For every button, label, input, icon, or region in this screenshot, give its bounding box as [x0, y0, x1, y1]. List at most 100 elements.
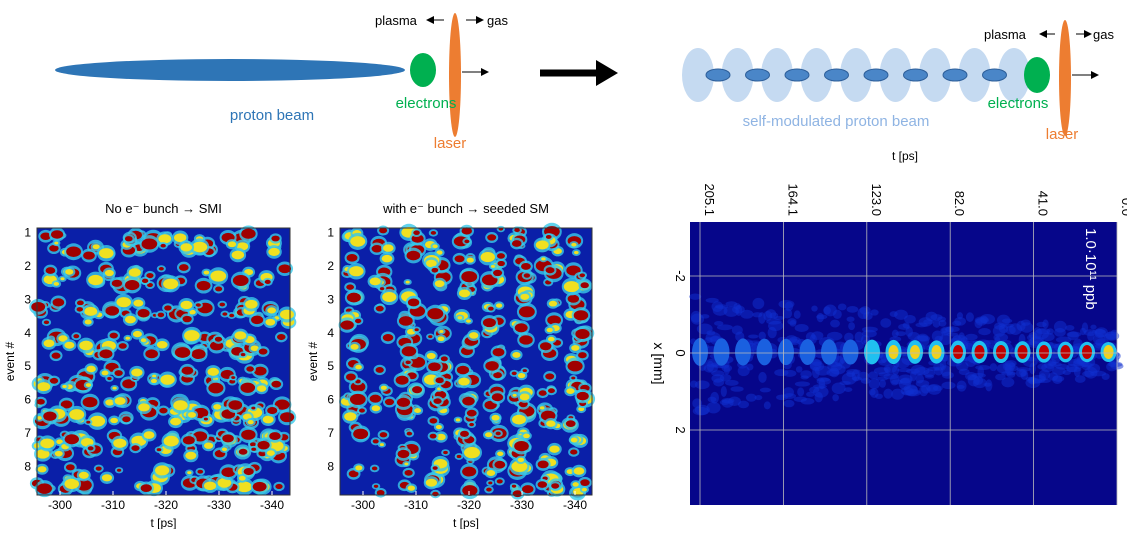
heat-blob [278, 264, 292, 274]
heat-blob [222, 312, 228, 316]
heat-blob [494, 460, 506, 469]
heat-blob [412, 386, 423, 394]
heat-blob [482, 318, 496, 328]
heat-blob [431, 267, 439, 273]
heat-blob [250, 442, 256, 447]
heat-blob [443, 450, 448, 455]
halo [895, 358, 910, 369]
halo [870, 309, 879, 316]
heat-blob [180, 300, 193, 310]
heat-blob [545, 373, 555, 380]
halo [1052, 375, 1065, 382]
x-tick-label: -330 [510, 498, 534, 512]
heat-blob [371, 245, 383, 253]
halo [723, 365, 730, 375]
heat-blob [546, 327, 553, 333]
heat-blob [257, 385, 267, 392]
heat-blob [222, 434, 234, 443]
heat-blob [519, 335, 533, 345]
halo [837, 303, 847, 311]
heat-blob [87, 446, 94, 451]
label: laser [1046, 126, 1079, 143]
heat-blob [573, 250, 579, 255]
heat-blob [114, 397, 126, 405]
heat-blob [85, 383, 92, 387]
halo [965, 312, 974, 322]
heat-blob [257, 440, 270, 450]
heat-blob [398, 316, 413, 326]
heat-blob [229, 379, 236, 384]
heat-blob [143, 431, 155, 439]
micro-bunch-core [888, 345, 899, 359]
x-tick-label: 123.0 [869, 183, 884, 216]
halo [1062, 369, 1071, 376]
heat-blob [243, 467, 254, 476]
halo [954, 317, 966, 326]
heat-blob [54, 450, 63, 457]
heat-blob [495, 303, 503, 308]
x-tick-label: -340 [563, 498, 587, 512]
heat-blob [458, 289, 471, 298]
heat-blob [269, 432, 281, 441]
panel-title: with e⁻ bunch → seeded SM [382, 201, 549, 216]
x-axis-label: t [ps] [892, 149, 918, 163]
micro-bunch-halo [800, 48, 833, 102]
halo [1082, 370, 1095, 378]
heat-blob [141, 278, 149, 284]
heat-blob [138, 403, 150, 412]
halo [985, 379, 993, 392]
heat-blob [204, 442, 214, 449]
heat-blob [163, 435, 179, 447]
halo [907, 332, 920, 341]
heat-blob [428, 362, 441, 372]
halo [915, 322, 928, 328]
big-arrow-head [596, 60, 618, 86]
heat-blob [547, 315, 561, 325]
halo [1052, 366, 1066, 376]
halo [846, 371, 856, 377]
heat-blob [462, 485, 478, 496]
halo [1001, 318, 1013, 324]
halo [875, 376, 888, 381]
halo [1008, 323, 1022, 336]
heat-blob [241, 429, 256, 440]
halo [758, 371, 767, 383]
heat-blob [457, 316, 463, 320]
label: electrons [396, 95, 457, 112]
x-tick-label: -330 [207, 498, 231, 512]
micro-bunch-core [974, 345, 985, 359]
heat-blob [137, 309, 150, 318]
heat-blob [111, 279, 123, 287]
heat-blob [124, 280, 140, 291]
heat-blob [40, 232, 52, 241]
heat-blob [573, 467, 585, 475]
heat-blob [228, 400, 243, 410]
halo [854, 331, 864, 343]
heat-blob [240, 382, 256, 393]
heat-blob [51, 352, 61, 359]
micro-bunch-glow [735, 338, 751, 366]
heat-blob [133, 299, 144, 307]
heat-blob [238, 448, 248, 455]
heat-blob [407, 485, 416, 491]
heat-blob [125, 336, 131, 340]
halo [800, 375, 809, 380]
halo [1066, 331, 1082, 338]
heat-blob [435, 377, 444, 384]
heat-blob [355, 465, 363, 471]
heat-blob [350, 236, 366, 247]
heat-blob [522, 485, 534, 494]
y-tick-label: 3 [24, 292, 31, 306]
heat-blob [52, 298, 65, 307]
heat-blob [349, 393, 366, 405]
heat-blob [64, 341, 75, 349]
halo [689, 293, 702, 300]
heat-blob [486, 469, 496, 476]
micro-bunch-core [1039, 345, 1049, 359]
heat-blob [414, 328, 419, 332]
heat-blob [491, 414, 500, 421]
heat-blob [439, 330, 444, 333]
electron-bunch [410, 53, 436, 87]
heat-blob [45, 267, 56, 274]
heat-blob [548, 300, 558, 307]
